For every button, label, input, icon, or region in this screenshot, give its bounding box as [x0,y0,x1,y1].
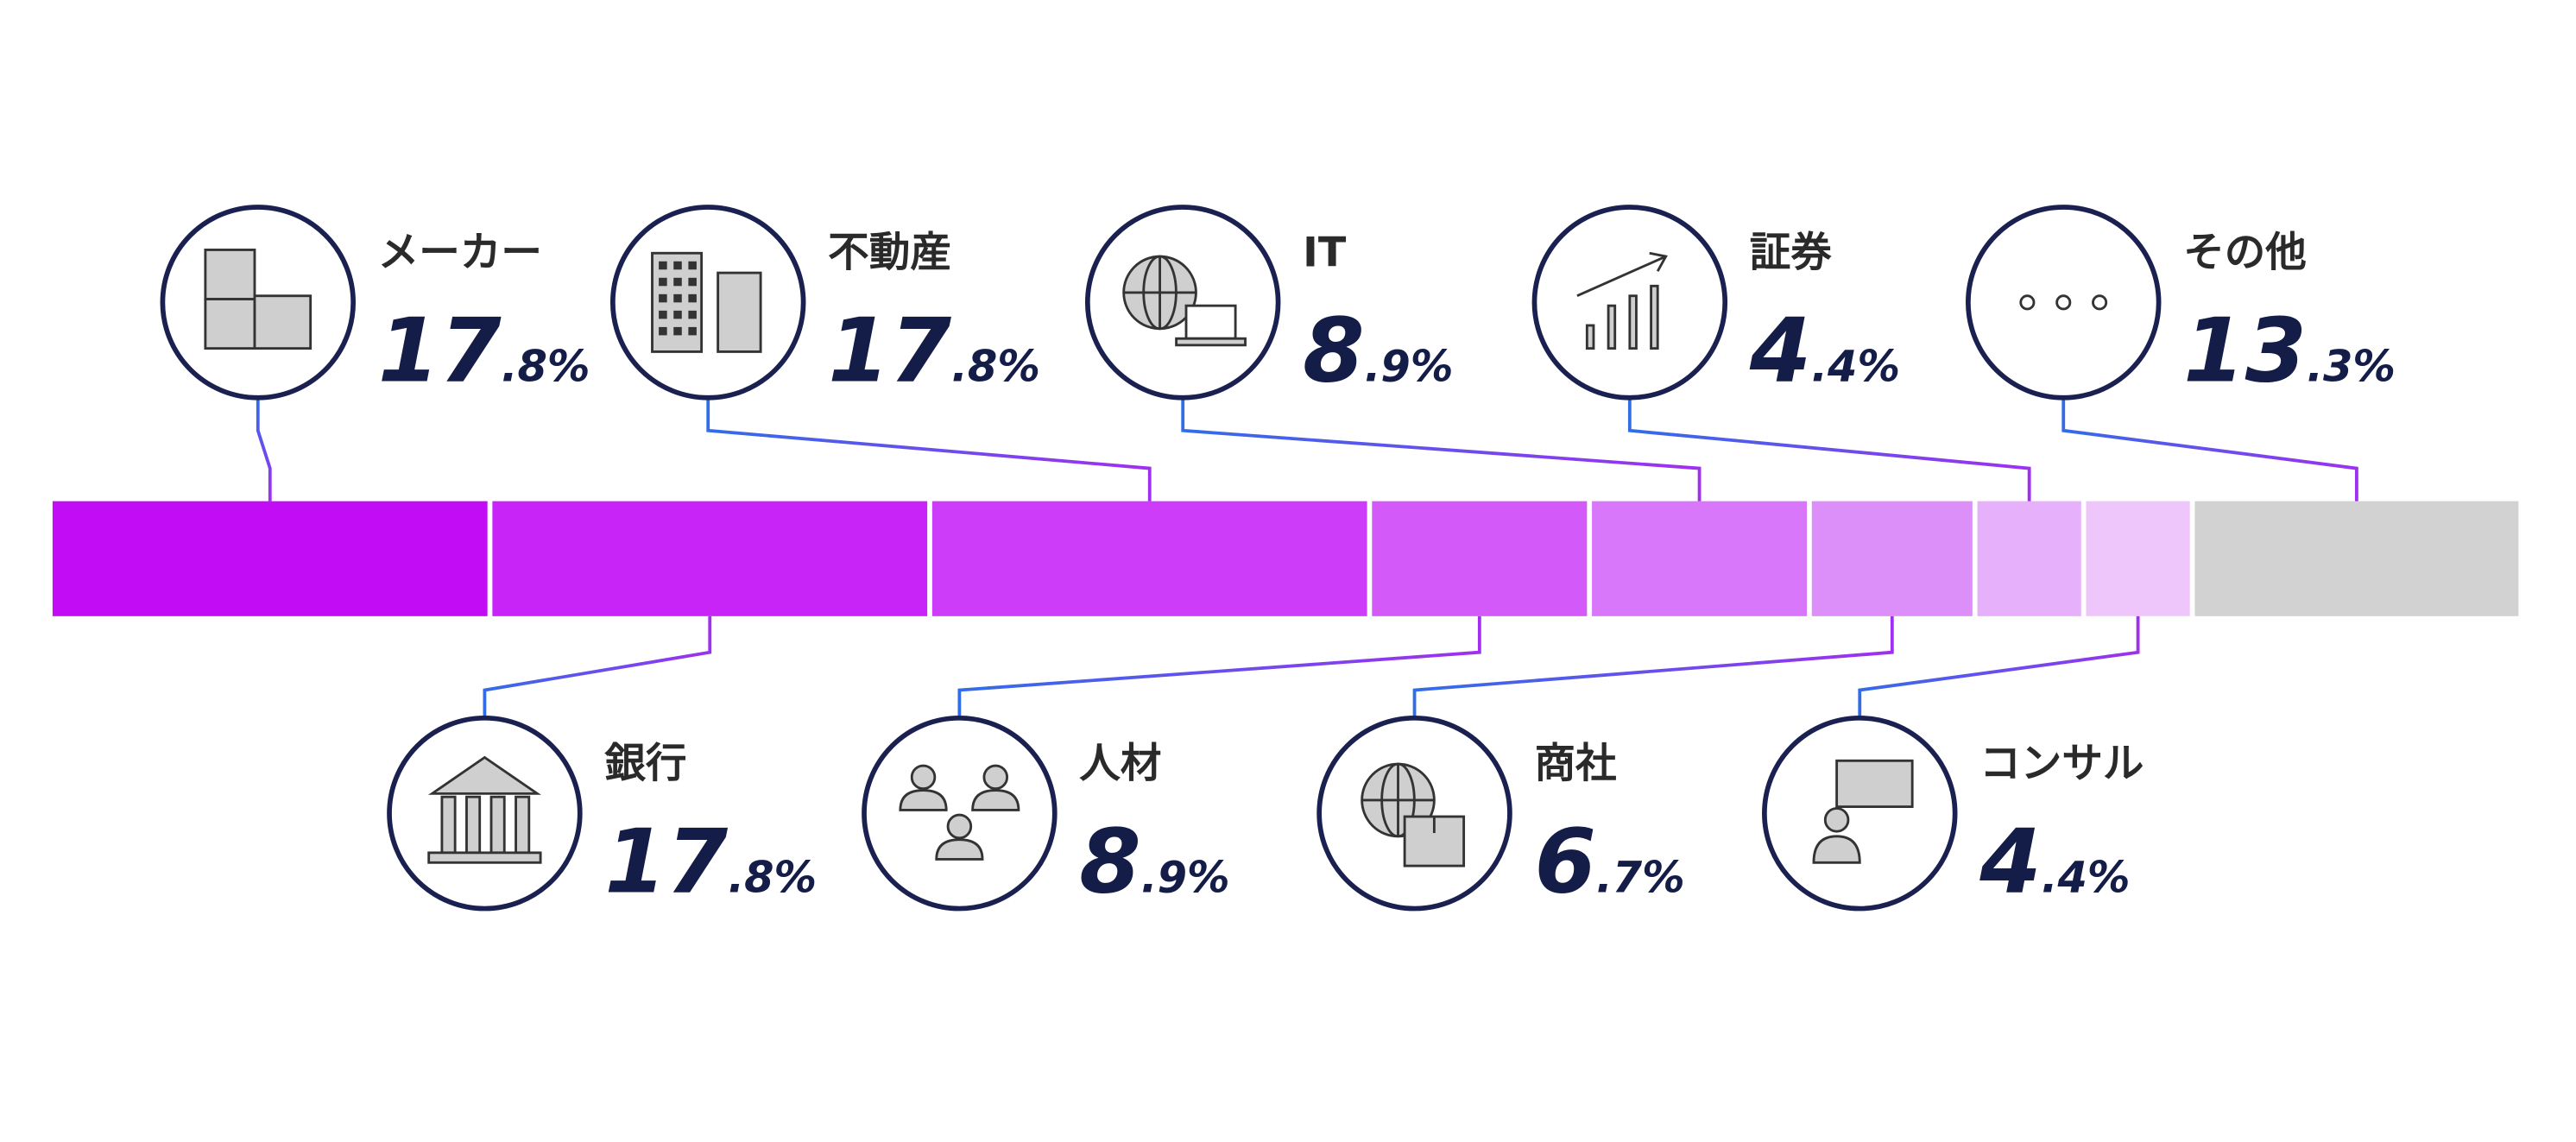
value-label: 6.7% [1534,811,1684,914]
icon-part [673,277,682,287]
icon [1122,255,1247,347]
icon-part [688,326,697,336]
icon-part [659,293,667,303]
icon [2019,294,2108,311]
bar-segment [2086,501,2190,616]
icon-part [673,326,682,336]
icon-part [427,851,542,864]
value-label: 17.8% [378,300,590,403]
icon-part [515,795,531,855]
icon-part [688,277,697,287]
icon-part [204,249,256,300]
category-label: 証券 [1750,229,1833,276]
icon-part [673,293,682,303]
icon [899,764,1020,861]
icon-part [489,795,506,855]
icon-part [1607,304,1617,350]
bar-segment [1372,501,1588,616]
icon-part [1184,304,1237,340]
icon-part [688,261,697,270]
connector [1858,615,2140,718]
value-label: 4.4% [1749,300,1900,403]
icon-part [673,310,682,319]
icon [1361,762,1466,868]
value-label: 8.9% [1303,300,1453,403]
connector [1627,397,2031,502]
icon-part [910,764,937,791]
icon-part [2019,294,2036,311]
value-label: 17.8% [604,811,817,914]
icon [1812,759,1914,864]
icon-part [659,310,667,319]
category-label: 不動産 [828,229,951,276]
icon-part [717,271,762,353]
connector [2061,397,2358,502]
icon-circle [387,715,583,912]
icon-part [935,838,984,861]
connector [1412,615,1894,718]
icon-part [427,755,541,795]
icon-part [946,813,973,840]
icon-part [659,277,667,287]
value-label: 4.4% [1979,811,2130,914]
icon-circle [862,715,1058,912]
icon-part [659,326,667,336]
value-label: 8.9% [1079,811,1229,914]
bar-segment [1811,501,1973,616]
icon-part [673,261,682,270]
bar-segment [492,501,928,616]
icon-part [204,298,256,350]
icon-part [982,764,1009,791]
category-label: メーカー [378,229,542,276]
icon [651,251,762,353]
category-label: 商社 [1534,740,1616,787]
icon-part [1628,294,1638,350]
bar-segment [1977,501,2081,616]
icon-part [659,261,667,270]
icon-part [465,795,482,855]
bar-segment [52,501,488,616]
icon-part [1576,251,1668,298]
icon [204,249,313,350]
icon-part [1650,284,1659,350]
bar-segment [931,501,1367,616]
connector [483,615,712,718]
icon-part [1823,807,1850,833]
connector [1181,397,1702,502]
connector [706,397,1152,502]
category-label: IT [1303,229,1347,276]
icon-part [688,293,697,303]
category-label: その他 [2183,229,2307,276]
icon-circle [609,205,806,401]
icon-part [1585,324,1595,350]
connector [256,397,272,502]
icon-part [688,310,697,319]
icon-circle [1966,205,2162,401]
value-label: 17.8% [828,300,1040,403]
icon-part [2055,294,2072,311]
value-label: 13.3% [2183,300,2396,403]
category-label: 銀行 [603,740,686,787]
icon [1576,251,1668,350]
icon [427,755,542,864]
bar-segment [1592,501,1808,616]
icon-part [440,795,457,855]
icon-circle [1762,715,1958,912]
bar-segment [2194,501,2519,616]
icon-part [899,789,948,811]
icon-part [1175,337,1247,347]
icon-part [2092,294,2108,311]
icon-part [253,294,313,350]
icon-part [1835,759,1914,809]
connector [957,615,1481,718]
category-label: 人材 [1079,740,1161,787]
icon-part [1812,835,1861,864]
category-label: コンサル [1979,740,2144,787]
icon-part [971,789,1020,811]
